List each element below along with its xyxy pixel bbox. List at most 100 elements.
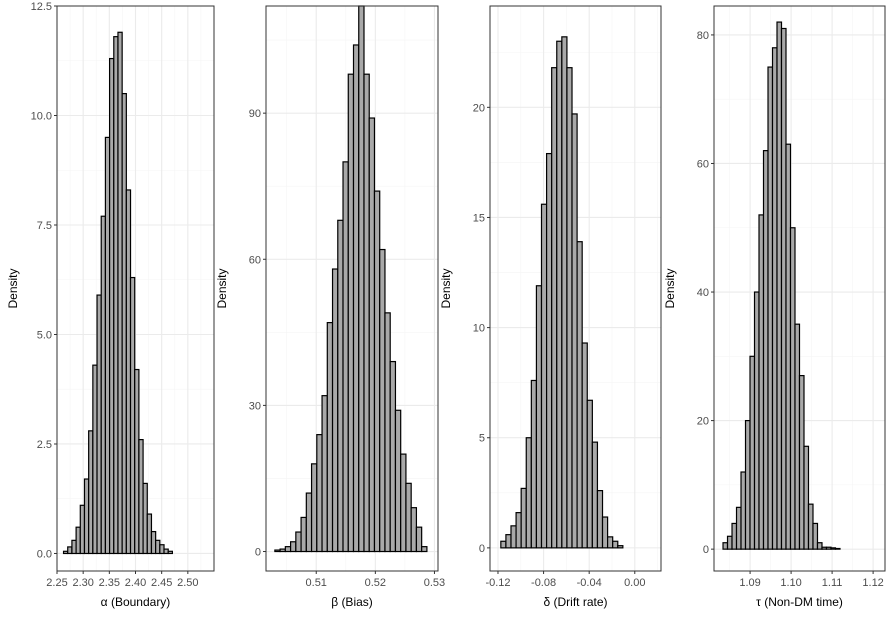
- histogram-bar: [384, 312, 391, 553]
- histogram-bar: [368, 117, 376, 553]
- histogram-bar: [601, 516, 609, 549]
- y-tick-label: 60: [249, 254, 261, 266]
- histogram-bar: [830, 547, 837, 550]
- histogram-bar: [75, 526, 81, 555]
- histogram-bar: [295, 531, 302, 553]
- histogram-bar: [551, 67, 558, 549]
- histogram-bar: [807, 503, 814, 550]
- histogram-bar: [358, 5, 365, 553]
- histogram-bar: [274, 549, 281, 553]
- histogram-bar: [71, 539, 77, 555]
- panel-alpha: 0.0 2.5 5.0 7.5 10.0 12.5 2.25 2.30 2.35 2.40 2.4…: [6, 1, 215, 609]
- histogram-bar: [561, 36, 568, 549]
- x-axis-label: δ (Drift rate): [543, 595, 607, 609]
- histogram-bar: [816, 542, 823, 550]
- histogram-bar: [415, 526, 423, 553]
- histogram-bars: [722, 21, 841, 550]
- x-tick-label: 2.30: [72, 577, 93, 589]
- histogram-bar: [530, 379, 538, 549]
- histogram-bar: [284, 546, 292, 553]
- x-tick-label: 1.11: [822, 577, 843, 589]
- histogram-bar: [798, 374, 805, 550]
- histogram-bar: [326, 321, 334, 553]
- histogram-bar: [163, 548, 169, 555]
- histogram-bar: [125, 189, 132, 555]
- histogram-bar: [129, 276, 136, 555]
- x-tick-label: 2.40: [125, 577, 146, 589]
- histogram-bar: [753, 291, 760, 550]
- x-tick-label: 0.51: [306, 577, 327, 589]
- histogram-bar: [363, 73, 370, 553]
- x-tick-label: 0.52: [365, 577, 386, 589]
- histogram-bar: [762, 150, 769, 550]
- y-tick-label: 2.5: [37, 439, 52, 451]
- histogram-bar: [83, 478, 90, 555]
- y-tick-label: 0: [703, 544, 709, 556]
- histogram-bar: [825, 546, 832, 550]
- histogram-bar: [342, 161, 349, 553]
- histogram-bar: [394, 409, 402, 553]
- histogram-bar: [500, 540, 507, 549]
- histogram-bar: [142, 482, 148, 555]
- histogram-bar: [117, 31, 123, 555]
- histogram-bar: [520, 487, 527, 549]
- x-axis-label: β (Bias): [331, 595, 373, 609]
- histogram-bar: [79, 504, 86, 555]
- histogram-bar: [834, 547, 841, 550]
- y-axis-label: Density: [6, 268, 20, 308]
- x-tick-label: 2.50: [177, 577, 198, 589]
- histogram-bar: [722, 542, 729, 550]
- panel-border: [713, 5, 886, 572]
- histogram-bar: [758, 214, 765, 550]
- histogram-bar: [617, 545, 624, 549]
- y-tick-label: 0.0: [37, 548, 52, 560]
- histogram-bar: [138, 439, 144, 555]
- histogram-bar: [352, 44, 360, 553]
- histogram-bar: [389, 360, 397, 553]
- histogram-bar: [556, 40, 563, 549]
- histogram-bar: [347, 73, 355, 553]
- histogram-bar: [310, 463, 318, 553]
- histogram-bar: [581, 342, 588, 549]
- x-tick-label: 2.45: [151, 577, 172, 589]
- histogram-bar: [289, 541, 297, 553]
- histogram-bar: [92, 364, 98, 555]
- y-tick-label: 80: [697, 30, 709, 42]
- x-tick-label: 1.10: [780, 577, 801, 589]
- histogram-bar: [749, 355, 756, 550]
- y-tick-label: 0: [255, 547, 261, 559]
- y-axis-label: Density: [215, 268, 229, 308]
- histogram-bar: [155, 539, 161, 555]
- y-tick-label: 12.5: [31, 1, 52, 13]
- histogram-bar: [771, 47, 778, 550]
- y-tick-label: 20: [697, 416, 709, 428]
- histogram-bar: [159, 544, 165, 555]
- histogram-bar: [100, 215, 107, 555]
- y-tick-label: 90: [249, 108, 261, 120]
- histogram-bar: [405, 482, 412, 553]
- x-axis: 2.25 2.30 2.35 2.40 2.45 2.50: [46, 571, 199, 589]
- histogram-bar: [373, 190, 381, 553]
- histogram-bar: [279, 548, 286, 553]
- histogram-bars: [500, 36, 624, 549]
- x-tick-label: -0.12: [485, 577, 510, 589]
- panel-tau: 0 20 40 60 80 1.09 1.10 1.11 1.12 Density τ (No…: [663, 5, 886, 609]
- histogram-bars: [274, 5, 428, 553]
- histogram-bar: [167, 550, 173, 555]
- histogram-bar: [67, 546, 73, 555]
- histogram-bar: [146, 513, 153, 555]
- x-tick-label: 2.35: [99, 577, 120, 589]
- x-tick-label: 0.00: [624, 577, 645, 589]
- histogram-bar: [803, 445, 810, 550]
- histogram-bar: [785, 143, 792, 550]
- x-axis: 0.51 0.52 0.53: [306, 571, 445, 589]
- histogram-bar: [515, 512, 522, 549]
- histogram-bar: [740, 471, 747, 550]
- histogram-bar: [726, 535, 733, 550]
- histogram-bar: [121, 92, 127, 555]
- histogram-bar: [812, 522, 819, 550]
- x-tick-label: 2.25: [46, 577, 67, 589]
- x-tick-label: -0.04: [577, 577, 602, 589]
- histogram-bar: [566, 67, 573, 549]
- histogram-bar: [731, 522, 738, 550]
